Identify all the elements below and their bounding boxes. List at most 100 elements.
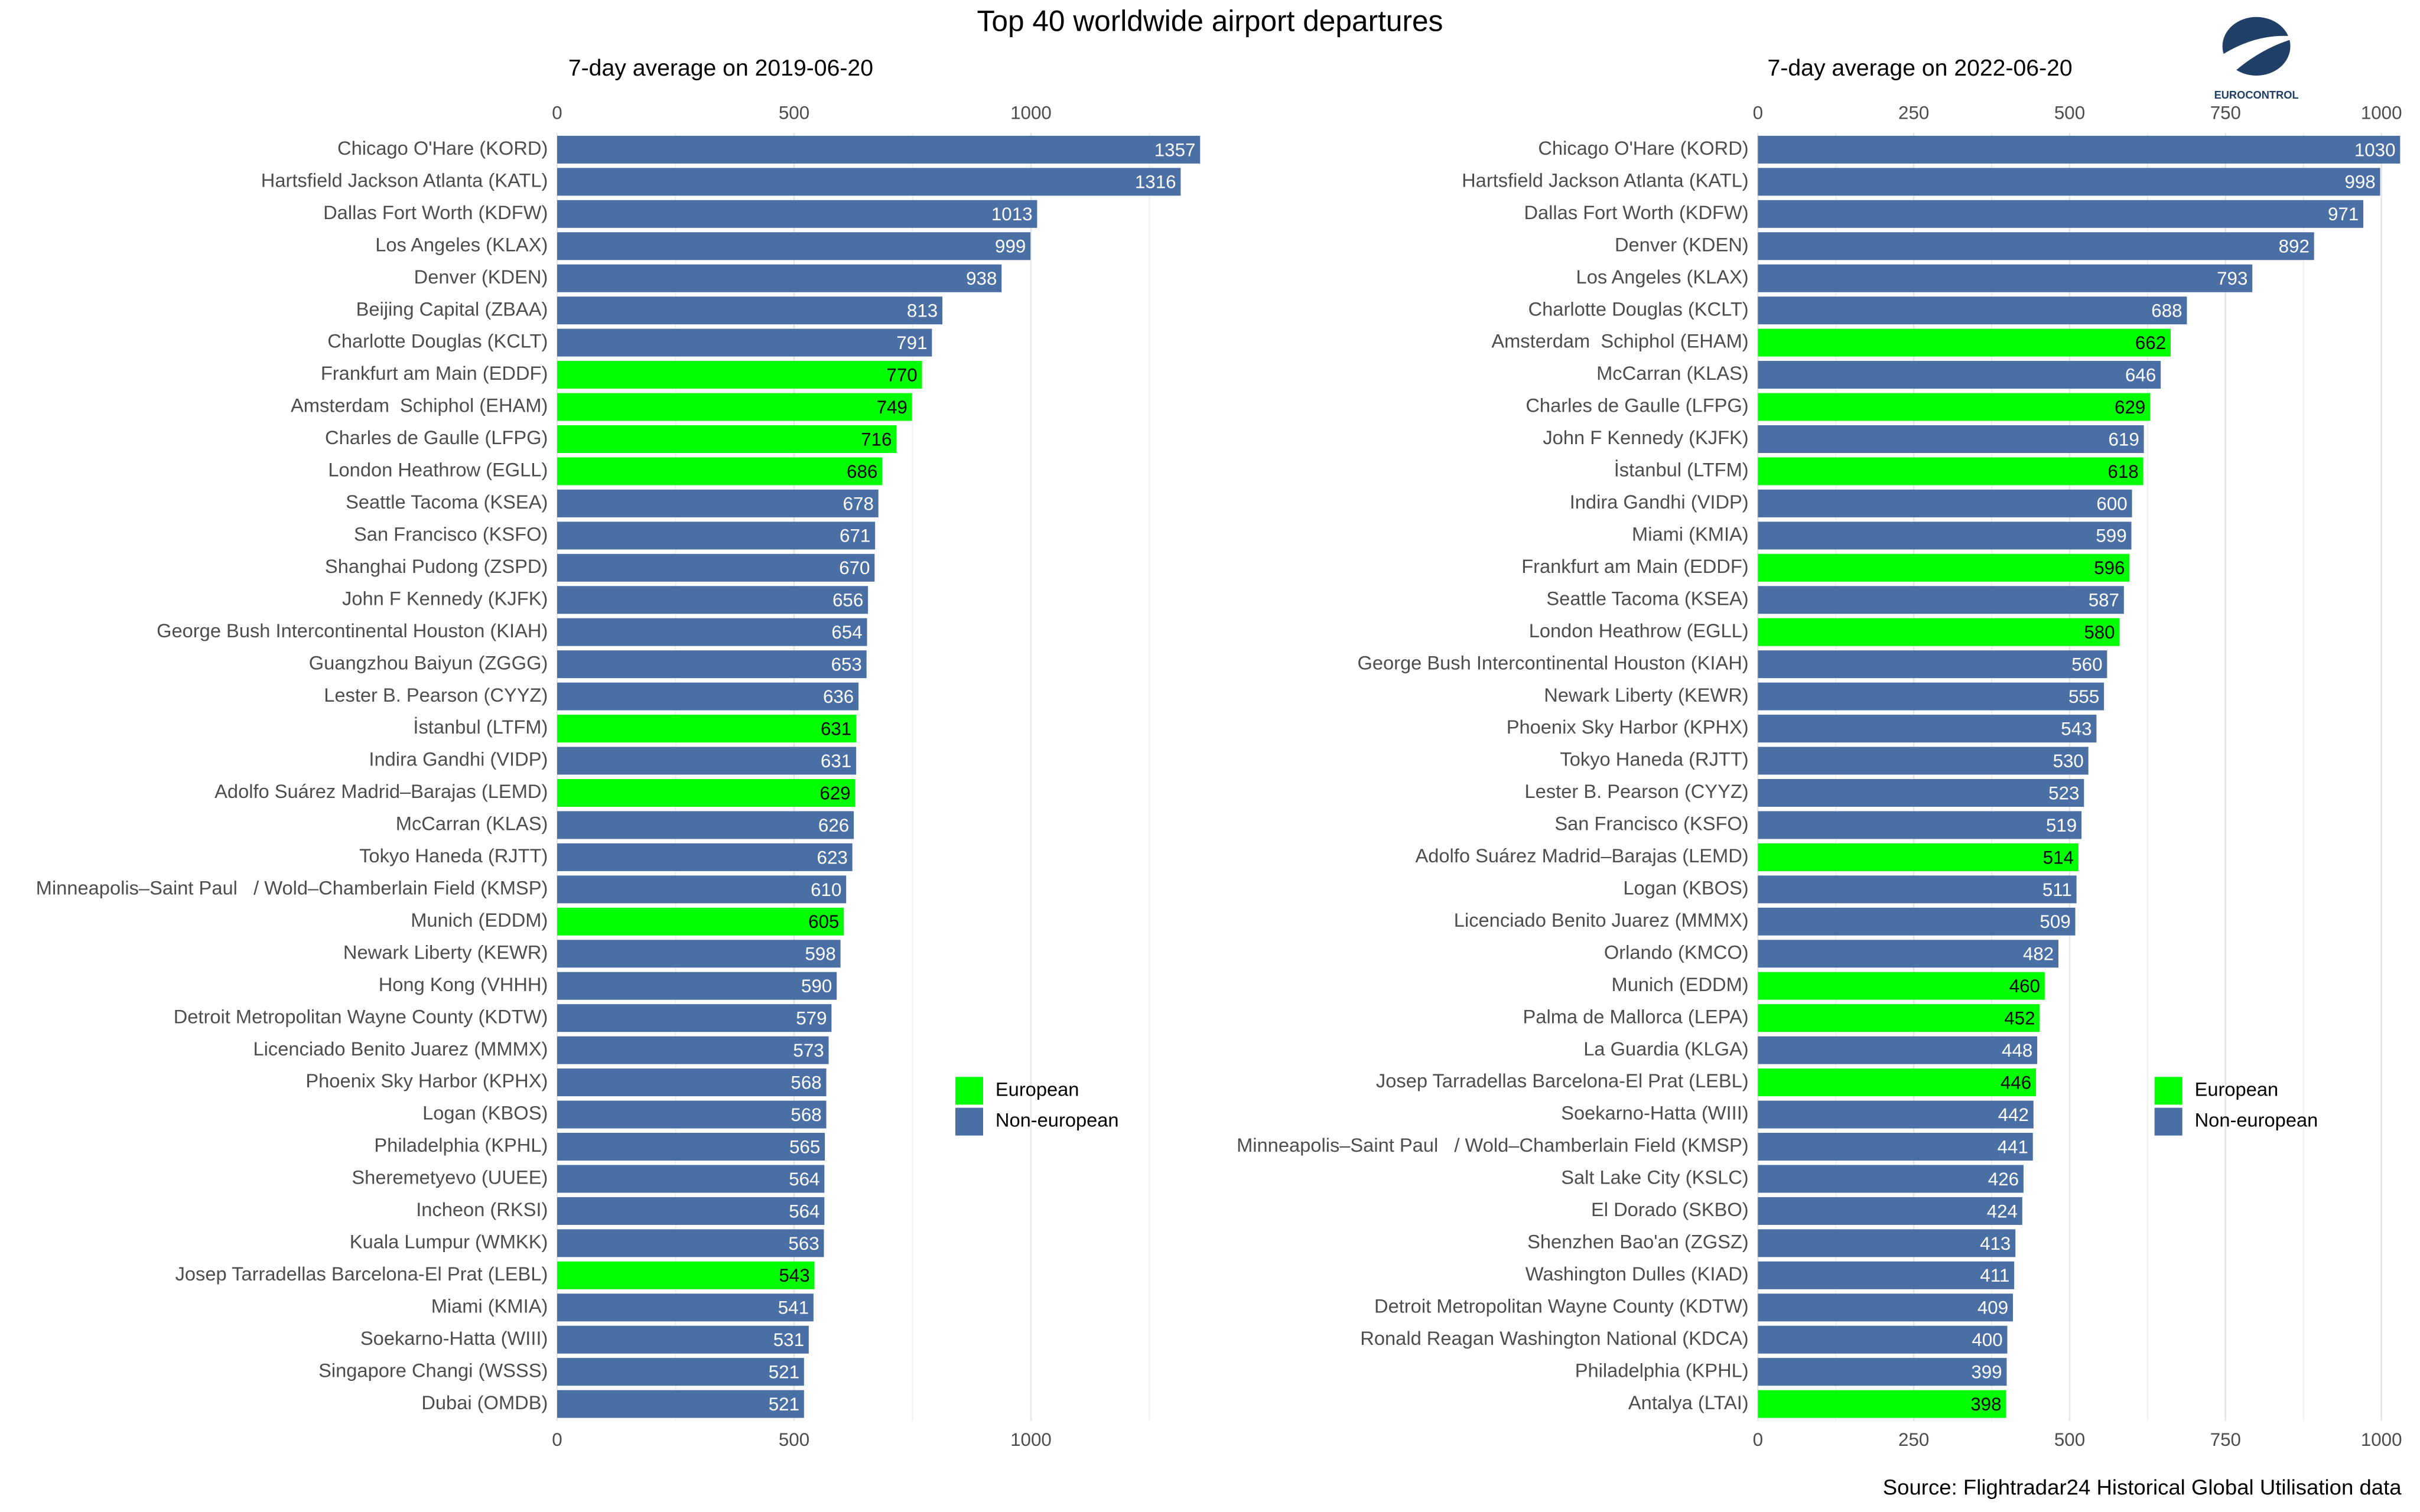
- value-label: 631: [821, 751, 851, 771]
- value-label: 626: [818, 815, 849, 836]
- value-label: 605: [808, 911, 839, 932]
- value-label: 564: [789, 1169, 819, 1190]
- y-tick-label: Lester B. Pearson (CYYZ): [1525, 780, 1749, 802]
- value-label: 671: [840, 526, 870, 546]
- value-label: 653: [831, 654, 862, 675]
- value-label: 716: [861, 429, 892, 449]
- bar: [557, 907, 844, 936]
- bar: [1758, 1132, 2033, 1161]
- value-label: 610: [811, 879, 841, 900]
- source-note: Source: Flightradar24 Historical Global …: [1883, 1475, 2402, 1499]
- legend-swatch: [2154, 1107, 2182, 1136]
- value-label: 398: [1970, 1394, 2001, 1415]
- legend-swatch: [955, 1077, 983, 1105]
- y-tick-label: Soekarno-Hatta (WIII): [1561, 1102, 1748, 1124]
- y-tick-label: Dubai (OMDB): [421, 1392, 548, 1413]
- y-tick-label: Orlando (KMCO): [1604, 941, 1749, 963]
- bar: [557, 940, 841, 968]
- value-label: 686: [847, 461, 877, 482]
- value-label: 999: [995, 236, 1026, 257]
- value-label: 678: [843, 493, 874, 514]
- y-tick-label: Charles de Gaulle (LFPG): [1525, 395, 1748, 416]
- y-tick-label: Seattle Tacoma (KSEA): [1546, 587, 1748, 609]
- y-tick-label: San Francisco (KSFO): [354, 523, 548, 545]
- value-label: 579: [796, 1008, 827, 1029]
- value-label: 580: [2084, 622, 2115, 643]
- y-tick-label: McCarran (KLAS): [1596, 362, 1749, 384]
- y-tick-label: Los Angeles (KLAX): [1576, 266, 1749, 288]
- value-label: 749: [877, 397, 908, 418]
- x-tick-label: 1000: [1010, 103, 1052, 123]
- value-label: 573: [793, 1040, 824, 1061]
- value-label: 1316: [1135, 172, 1176, 193]
- y-tick-label: Adolfo Suárez Madrid–Barajas (LEMD): [214, 780, 548, 802]
- bar: [1758, 843, 2079, 871]
- bar: [1758, 586, 2124, 614]
- value-label: 442: [1998, 1104, 2029, 1125]
- bar: [1758, 1261, 2015, 1289]
- value-label: 411: [1980, 1265, 2009, 1286]
- y-tick-label: Miami (KMIA): [431, 1295, 548, 1317]
- y-tick-label: San Francisco (KSFO): [1554, 813, 1748, 835]
- bar: [557, 650, 867, 679]
- y-tick-label: Charles de Gaulle (LFPG): [325, 426, 548, 448]
- bar: [557, 715, 857, 743]
- value-label: 511: [2042, 879, 2072, 900]
- bar: [557, 296, 943, 325]
- x-tick-label: 0: [552, 103, 562, 123]
- y-tick-label: Munich (EDDM): [1612, 973, 1749, 995]
- value-label: 519: [2046, 815, 2077, 836]
- bar: [1758, 232, 2314, 260]
- value-label: 590: [801, 976, 832, 996]
- legend-label: European: [996, 1078, 1079, 1100]
- value-label: 636: [823, 686, 854, 707]
- value-label: 662: [2135, 333, 2166, 353]
- bar: [1758, 1036, 2038, 1064]
- y-tick-label: Minneapolis–Saint Paul / Wold–Chamberlai…: [36, 876, 548, 898]
- y-tick-label: Licenciado Benito Juarez (MMMX): [253, 1038, 548, 1060]
- y-tick-label: Licenciado Benito Juarez (MMMX): [1454, 909, 1749, 931]
- y-tick-label: Lester B. Pearson (CYYZ): [324, 684, 548, 706]
- bar: [1758, 1068, 2037, 1097]
- value-label: 629: [2115, 397, 2145, 418]
- bar: [1758, 778, 2084, 807]
- bar: [1758, 650, 2107, 679]
- chart-subtitle: 7-day average on 2019-06-20: [568, 56, 873, 81]
- bar: [1758, 940, 2059, 968]
- y-tick-label: Tokyo Haneda (RJTT): [359, 845, 548, 866]
- y-tick-label: Adolfo Suárez Madrid–Barajas (LEMD): [1415, 845, 1748, 866]
- y-tick-label: Newark Liberty (KEWR): [1544, 684, 1748, 706]
- y-tick-label: Phoenix Sky Harbor (KPHX): [1507, 716, 1749, 738]
- value-label: 598: [805, 944, 835, 964]
- bar: [1758, 200, 2364, 228]
- y-tick-label: Soekarno-Hatta (WIII): [360, 1327, 548, 1349]
- bar: [557, 747, 857, 775]
- value-label: 564: [789, 1201, 819, 1221]
- y-tick-label: Philadelphia (KPHL): [374, 1134, 548, 1156]
- value-label: 623: [817, 847, 848, 868]
- bar: [557, 1358, 804, 1386]
- bar: [1758, 328, 2171, 357]
- y-tick-label: George Bush Intercontinental Houston (KI…: [157, 620, 548, 641]
- value-label: 629: [819, 783, 850, 803]
- value-label: 523: [2048, 783, 2079, 803]
- bar: [1758, 553, 2130, 582]
- bar: [557, 1293, 814, 1322]
- y-tick-label: Incheon (RKSI): [416, 1198, 548, 1220]
- y-tick-label: Shenzhen Bao'an (ZGSZ): [1527, 1230, 1749, 1252]
- bar: [1758, 168, 2380, 196]
- logo-text: EUROCONTROL: [2214, 89, 2299, 101]
- y-tick-label: Ronald Reagan Washington National (KDCA): [1360, 1327, 1748, 1349]
- y-tick-label: John F Kennedy (KJFK): [342, 587, 548, 609]
- value-label: 1013: [991, 204, 1033, 224]
- x-tick-label: 750: [2210, 1429, 2241, 1450]
- value-label: 619: [2108, 429, 2139, 449]
- value-label: 482: [2023, 944, 2054, 964]
- x-tick-label: 250: [1898, 1429, 1929, 1450]
- y-tick-label: Dallas Fort Worth (KDFW): [323, 201, 548, 223]
- bar: [557, 1197, 825, 1225]
- value-label: 568: [791, 1104, 821, 1125]
- legend-label: European: [2195, 1078, 2279, 1100]
